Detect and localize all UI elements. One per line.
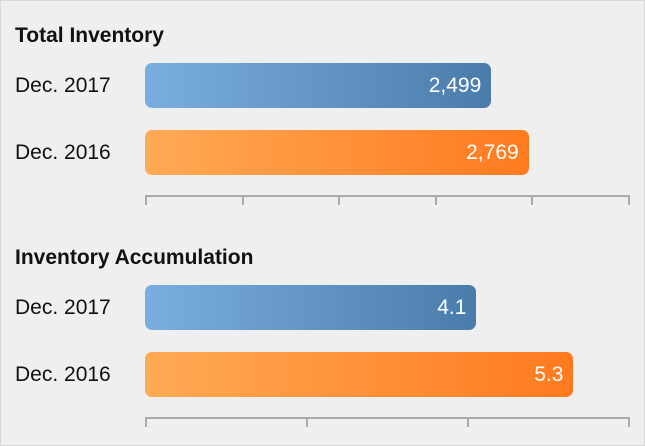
x-axis-tick	[467, 417, 469, 427]
category-label: Dec. 2016	[15, 141, 111, 164]
x-axis-tick	[628, 417, 630, 427]
bar-dec-2017: 4.1	[145, 285, 477, 330]
bar-value-label: 2,499	[428, 74, 482, 97]
bar-dec-2017: 2,499	[145, 63, 492, 108]
total-inventory-chart: Total Inventory Dec. 2017 2,499 Dec. 201…	[0, 24, 645, 224]
chart-title: Inventory Accumulation	[15, 246, 254, 269]
bar-dec-2016: 5.3	[145, 352, 574, 397]
x-axis-tick	[434, 195, 437, 205]
x-axis-tick	[241, 195, 244, 205]
x-axis-tick	[145, 195, 147, 205]
x-axis-tick	[338, 195, 341, 205]
x-axis-tick	[306, 417, 308, 427]
category-label: Dec. 2016	[15, 363, 111, 386]
bar-value-label: 4.1	[437, 296, 467, 319]
bar-value-label: 2,769	[466, 141, 519, 164]
inventory-accumulation-chart: Inventory Accumulation Dec. 2017 4.1 Dec…	[0, 246, 645, 446]
x-axis-line	[145, 417, 630, 419]
chart-title: Total Inventory	[15, 24, 164, 47]
x-axis-tick	[145, 417, 147, 427]
x-axis-tick	[628, 195, 630, 205]
x-axis	[145, 417, 630, 427]
bar-dec-2016: 2,769	[145, 130, 529, 175]
x-axis	[145, 195, 630, 205]
bar-value-label: 5.3	[534, 363, 564, 386]
category-label: Dec. 2017	[15, 74, 111, 97]
x-axis-tick	[531, 195, 534, 205]
x-axis-line	[145, 195, 630, 197]
category-label: Dec. 2017	[15, 296, 111, 319]
